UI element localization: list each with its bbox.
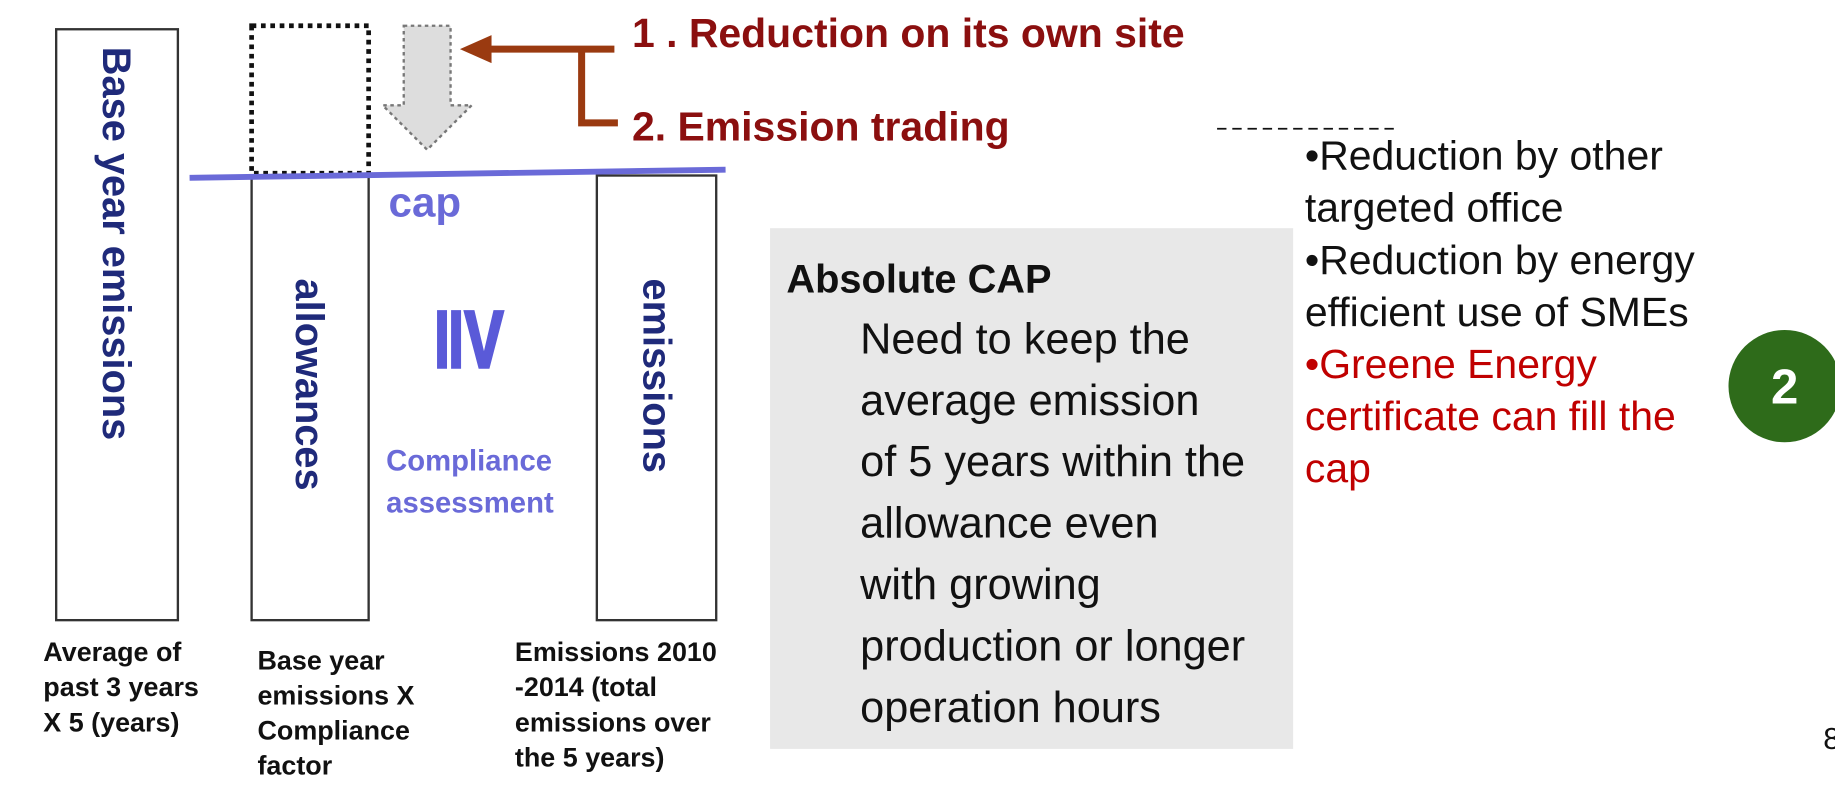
cap-label: cap	[389, 178, 462, 225]
absolute-cap-line: allowance even	[860, 500, 1158, 548]
cap-line	[189, 166, 726, 181]
compare-symbol: ≧	[427, 300, 532, 378]
emissions-box	[595, 174, 718, 622]
reduction-box	[249, 23, 371, 176]
emissions-footnote: emissions over	[515, 707, 711, 737]
absolute-cap-line: production or longer	[860, 623, 1245, 671]
bracket	[578, 49, 618, 127]
absolute-cap-line: of 5 years within the	[860, 438, 1245, 486]
footnotes: Average of past 3 years X 5 (years) Base ye…	[43, 637, 717, 780]
option-line: •Reduction by other	[1305, 133, 1663, 179]
emissions-footnote: Emissions 2010	[515, 637, 717, 667]
emissions-label: emissions	[635, 278, 679, 472]
trading-options: •Reduction by other targeted office •Reduc…	[1305, 133, 1695, 491]
base-footnote: past 3 years	[43, 672, 199, 702]
base-footnote: Average of	[43, 637, 182, 667]
compliance: Compliance assessment	[386, 445, 554, 519]
step-2: 2. Emission trading	[632, 103, 1010, 149]
option-line: efficient use of SMEs	[1305, 289, 1689, 335]
option-line-red: •Greene Energy	[1305, 341, 1598, 387]
base-label: Base year emissions	[94, 47, 138, 440]
option-line-red: certificate can fill the	[1305, 393, 1676, 439]
down-arrow	[379, 24, 475, 152]
badge-number: 2	[1771, 361, 1798, 415]
arrow-head	[459, 35, 492, 64]
compliance-line: Compliance	[386, 445, 552, 477]
absolute-cap-line: with growing	[859, 561, 1101, 609]
allowances-footnote: emissions X	[257, 680, 414, 710]
badge	[1728, 329, 1835, 443]
emissions-footnote: the 5 years)	[515, 742, 665, 772]
step-1: 1 . Reduction on its own site	[632, 10, 1185, 56]
option-line: •Reduction by energy	[1305, 237, 1695, 283]
absolute-cap-title: Absolute CAP	[786, 258, 1051, 302]
allowances-label: allowances	[287, 278, 331, 490]
base-box	[55, 28, 180, 622]
absolute-cap-box	[770, 228, 1294, 749]
base-footnote: X 5 (years)	[43, 707, 179, 737]
absolute-cap-body: Need to keep the average emission of 5 yea…	[859, 315, 1245, 732]
option-line: targeted office	[1305, 185, 1564, 231]
allowances-footnote: Compliance	[257, 716, 410, 746]
emissions-footnote: -2014 (total	[515, 672, 657, 702]
allowances-footnote: factor	[257, 751, 332, 781]
absolute-cap-line: average emission	[860, 377, 1199, 425]
absolute-cap-line: Need to keep the	[860, 315, 1190, 363]
allowances-footnote: Base year	[257, 645, 385, 675]
compliance-line: assessment	[386, 488, 554, 520]
absolute-cap-line: operation hours	[860, 684, 1161, 732]
page-number: 8	[1823, 722, 1835, 756]
option-line-red: cap	[1305, 445, 1371, 491]
